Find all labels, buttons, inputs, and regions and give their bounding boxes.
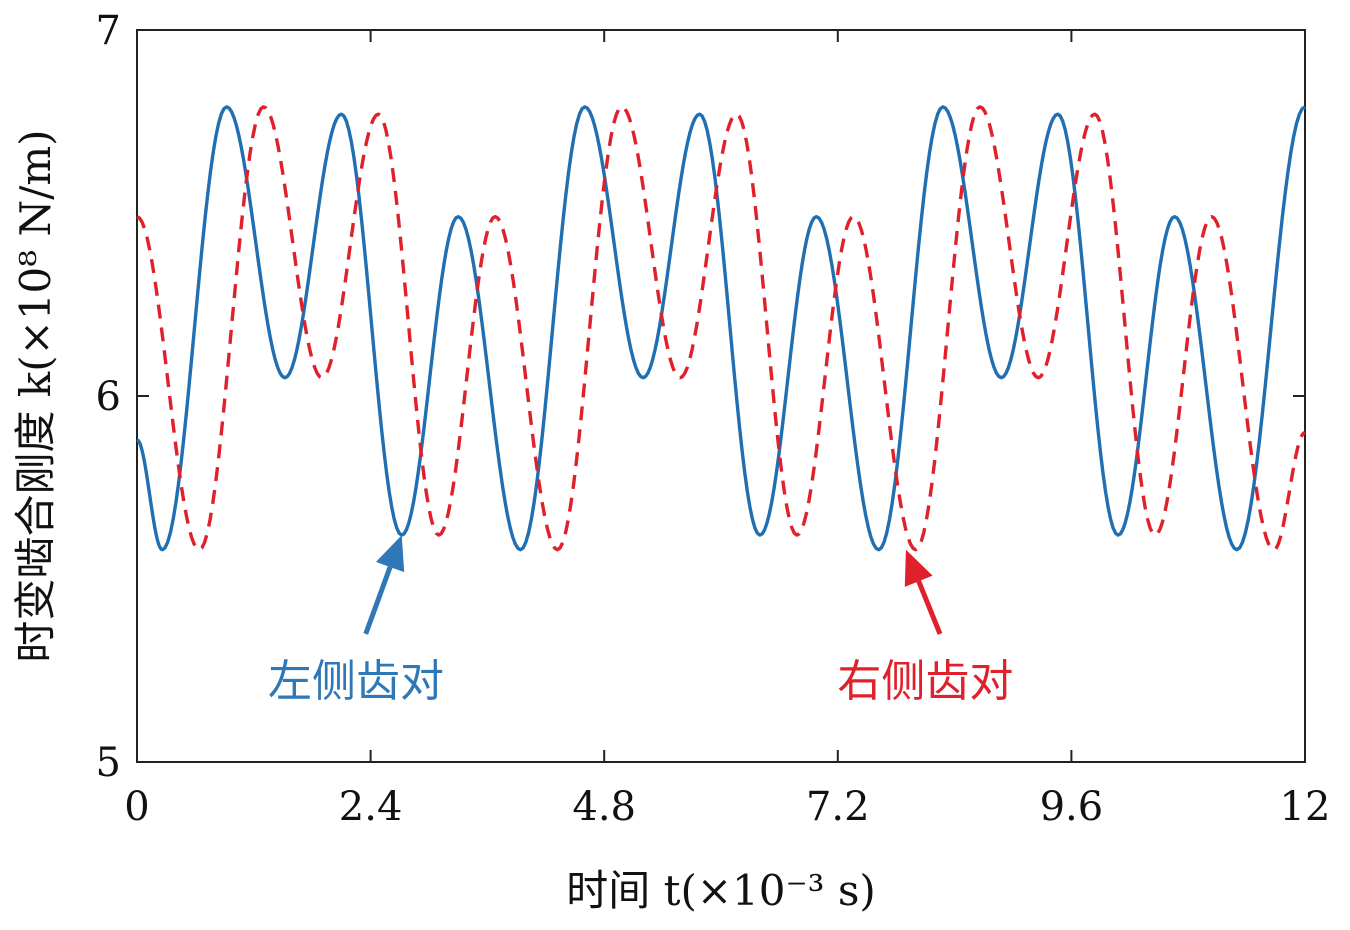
annotation-arrow-shaft <box>363 566 393 635</box>
series-line-0 <box>136 105 1306 552</box>
plot-area <box>136 29 1306 763</box>
x-tick-label: 4.8 <box>572 784 636 830</box>
series-layer <box>136 105 1306 552</box>
x-axis-title: 时间 t(×10⁻³ s) <box>566 866 876 915</box>
annotation-label: 左侧齿对 <box>268 656 444 707</box>
y-tick-label: 5 <box>96 740 121 786</box>
annotation-label: 右侧齿对 <box>837 656 1013 707</box>
y-tick-label: 6 <box>96 374 121 420</box>
x-tick-label: 7.2 <box>806 784 870 830</box>
annotation-arrow-head <box>904 549 933 587</box>
x-tick-label: 9.6 <box>1040 784 1104 830</box>
x-tick-label: 12 <box>1280 784 1331 830</box>
annotation-arrow-head <box>376 535 405 573</box>
annotation-arrow-shaft <box>916 580 943 635</box>
y-tick-label: 7 <box>96 8 121 54</box>
tick-labels: 0 2.4 4.8 7.2 9.6 12 5 6 7 <box>96 8 1331 830</box>
series-line-1 <box>136 105 1306 552</box>
annotation-layer: 左侧齿对 右侧齿对 <box>268 535 1013 707</box>
x-tick-label: 0 <box>124 784 149 830</box>
axis-ticks <box>136 29 1306 763</box>
y-axis-title: 时变啮合刚度 k(×10⁸ N/m) <box>11 129 60 662</box>
x-tick-label: 2.4 <box>339 784 403 830</box>
